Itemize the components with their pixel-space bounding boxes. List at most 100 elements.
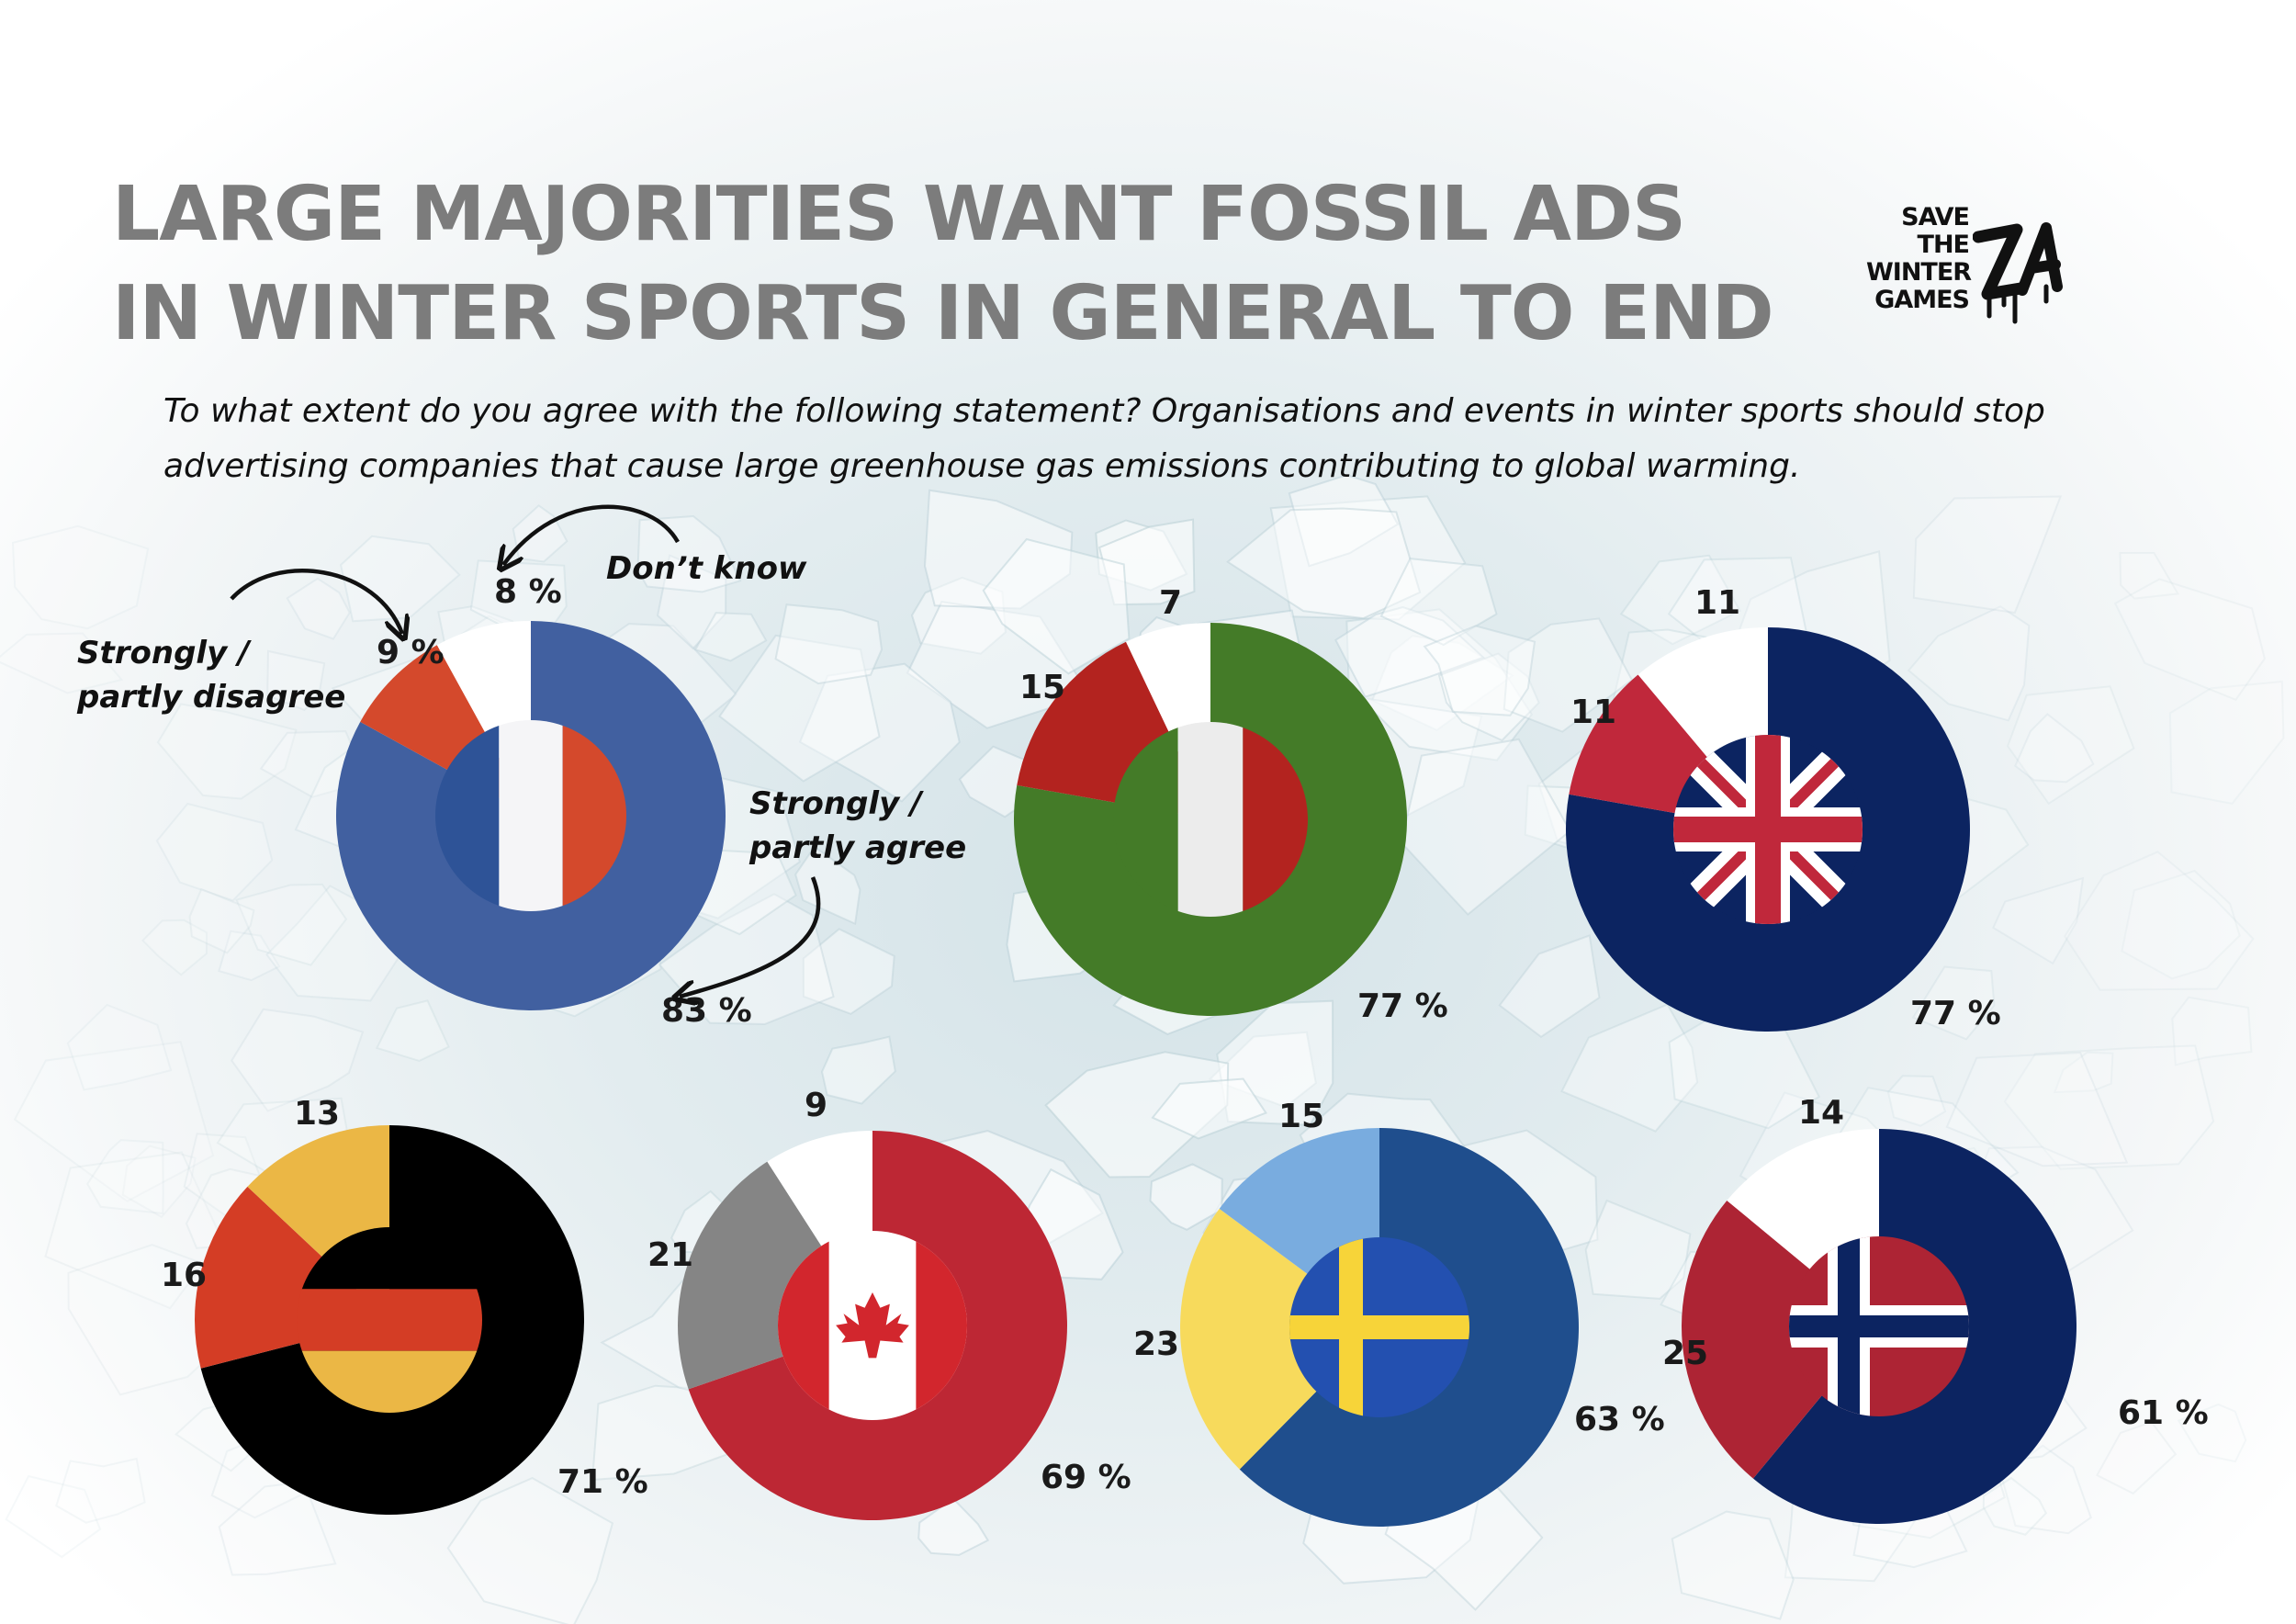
ice-shard [141, 919, 208, 976]
ice-shard [235, 883, 348, 966]
ice-shard [2096, 1421, 2178, 1495]
ice-shard [2006, 685, 2135, 806]
value-label-italy-2: 7 [1159, 584, 1182, 622]
ice-shard [2014, 713, 2095, 784]
ice-shard [44, 1151, 223, 1310]
ice-shard [1400, 738, 1571, 916]
ice-shard [1886, 1075, 1947, 1127]
ice-shard [446, 1476, 614, 1624]
ice-shard [1288, 474, 1400, 568]
italy-flag-icon [1113, 722, 1308, 917]
value-label-canada-2: 9 [805, 1087, 827, 1124]
agree-label-line-1: Strongly / [749, 785, 924, 822]
ice-shard [5, 1474, 102, 1559]
logo-line-4: GAMES [1874, 286, 1970, 314]
norway-flag-icon [1789, 1236, 1969, 1416]
sweden-donut-chart: 63 % 23 15 [1133, 1098, 1665, 1527]
survey-question: To what extent do you agree with the fol… [163, 384, 2055, 494]
value-label-united-kingdom-1: 11 [1570, 694, 1616, 731]
disagree-label-line-2: partly disagree [76, 679, 345, 716]
ice-shard [1907, 605, 2031, 722]
ice-shard [188, 887, 255, 954]
ice-shard [1945, 1051, 2129, 1167]
italy-donut-chart: 77 % 15 7 [1013, 584, 1448, 1025]
value-label-canada-1: 21 [647, 1236, 693, 1274]
ice-shard [0, 632, 124, 694]
ice-shard [2113, 578, 2266, 702]
ice-shard [1992, 876, 2085, 965]
ice-shard [266, 649, 326, 712]
united-kingdom-donut-chart: 77 % 11 11 [1565, 584, 2001, 1032]
ice-shard [1379, 558, 1498, 647]
ice-shard [1503, 617, 1634, 733]
ice-shard [718, 634, 881, 783]
ice-shard [1334, 605, 1485, 698]
logo: SAVE THE WINTER GAMES [1866, 204, 2096, 333]
ice-shard [1982, 1476, 2048, 1536]
ice-shard [982, 537, 1131, 675]
ice-shard [1269, 495, 1467, 621]
value-label-norway-2: 14 [1798, 1094, 1844, 1132]
ice-shard [2064, 851, 2255, 991]
ice-shard [66, 1003, 173, 1091]
ice-shard [2168, 680, 2285, 805]
ice-shard [218, 930, 281, 982]
ice-shard [1584, 1199, 1692, 1300]
ice-shard [794, 845, 861, 926]
value-label-germany-2: 13 [294, 1095, 340, 1133]
agree-arrow-icon [680, 876, 821, 997]
ice-shard [1437, 652, 1540, 742]
ice-shard [55, 1457, 146, 1524]
dont-know-arrow-icon [503, 504, 680, 565]
slice-norway-1 [1681, 1200, 1879, 1479]
title-line-2: IN WINTER SPORTS IN GENERAL TO END [112, 270, 1774, 357]
question-line-1: To what extent do you agree with the fol… [163, 392, 2045, 430]
ice-shard [156, 703, 298, 800]
ice-shard [2171, 996, 2253, 1066]
logo-mark-icon [1973, 222, 2063, 324]
ice-shard [2119, 552, 2180, 600]
ice-shard [1151, 1077, 1267, 1140]
ice-shard [693, 612, 768, 662]
value-label-norway-0: 61 % [2118, 1394, 2209, 1432]
ice-shard [657, 554, 727, 650]
value-label-france-2: 8 % [494, 573, 562, 611]
ice-shard [1226, 507, 1422, 620]
value-label-united-kingdom-0: 77 % [1910, 995, 2001, 1032]
logo-line-3: WINTER [1866, 258, 1972, 287]
slice-sweden-1 [1180, 1208, 1379, 1470]
value-label-italy-1: 15 [1019, 669, 1065, 706]
value-label-sweden-1: 23 [1133, 1325, 1179, 1363]
ice-shard [802, 928, 895, 1015]
norway-donut-chart: 61 % 25 14 [1662, 1094, 2209, 1524]
ice-shard [1619, 554, 1741, 646]
sweden-flag-icon [1289, 1237, 1469, 1417]
ice-shard [917, 1497, 990, 1556]
ice-shard [774, 603, 884, 685]
ice-shard [1498, 934, 1601, 1039]
value-label-france-0: 83 % [661, 992, 752, 1030]
value-label-united-kingdom-2: 11 [1694, 584, 1740, 622]
ice-shard [798, 662, 961, 803]
ice-shard [636, 514, 742, 593]
ice-shard [86, 1139, 164, 1215]
value-label-canada-0: 69 % [1041, 1459, 1131, 1496]
ice-shard [1912, 495, 2063, 615]
question-line-2: advertising companies that cause large g… [163, 447, 1801, 485]
ice-shard [1370, 635, 1514, 731]
canada-flag-icon [778, 1231, 967, 1420]
dont-know-label: Don’t know [606, 550, 807, 587]
france-donut-chart: 83 % 9 % 8 % [335, 573, 752, 1030]
value-label-france-1: 9 % [377, 634, 445, 671]
ice-shard [1149, 1163, 1223, 1231]
ice-shard [2053, 1051, 2114, 1094]
logo-line-1: SAVE [1901, 203, 1970, 231]
ice-shard [155, 802, 274, 902]
page-title: LARGE MAJORITIES WANT FOSSIL ADS IN WINT… [112, 165, 1774, 364]
disagree-arrow-icon [230, 569, 402, 634]
ice-shard [2121, 869, 2241, 980]
ice-shard [1560, 1003, 1699, 1133]
value-label-germany-1: 16 [161, 1257, 207, 1294]
germany-flag-icon [297, 1227, 482, 1413]
